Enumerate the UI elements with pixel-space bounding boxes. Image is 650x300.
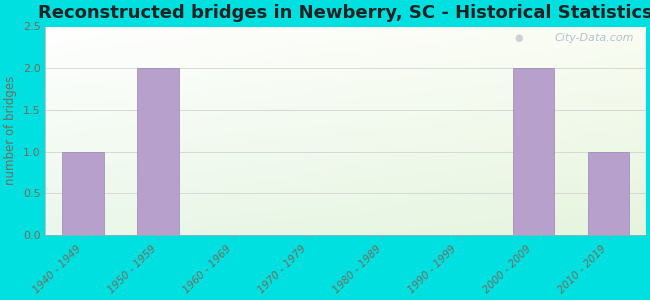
Bar bbox=[62, 152, 103, 235]
Bar bbox=[513, 68, 554, 235]
Bar bbox=[137, 68, 179, 235]
Y-axis label: number of bridges: number of bridges bbox=[4, 76, 17, 185]
Text: ●: ● bbox=[514, 33, 523, 43]
Title: Reconstructed bridges in Newberry, SC - Historical Statistics: Reconstructed bridges in Newberry, SC - … bbox=[38, 4, 650, 22]
Bar bbox=[588, 152, 629, 235]
Text: City-Data.com: City-Data.com bbox=[554, 33, 634, 43]
